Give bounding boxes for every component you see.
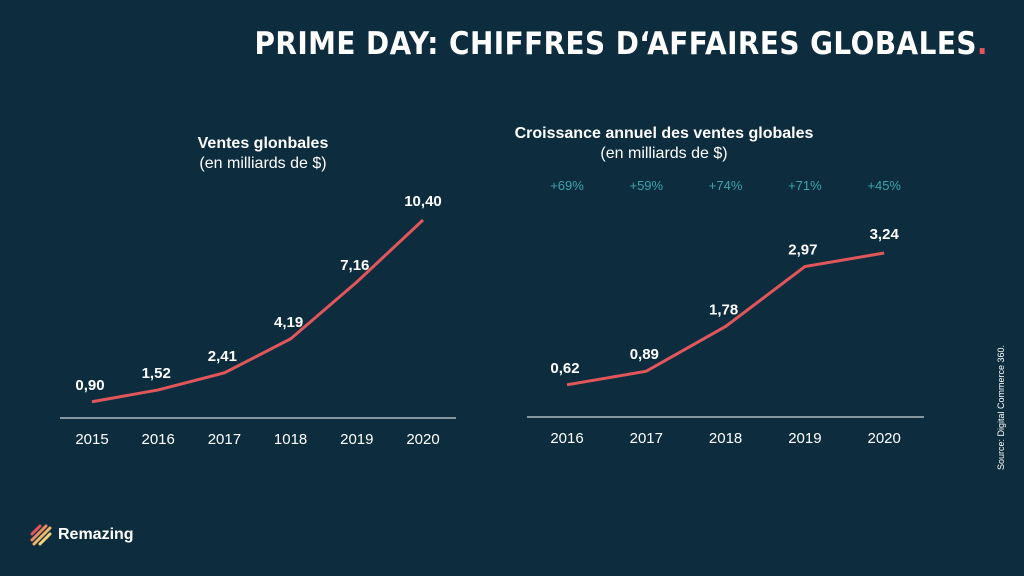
growth-annotation: +69% <box>550 178 584 193</box>
chart-subtitle: (en milliards de $) <box>600 145 727 162</box>
x-tick-label: 1018 <box>274 431 307 448</box>
growth-annotation: +71% <box>788 178 822 193</box>
data-label: 2,41 <box>208 348 237 365</box>
data-label: 3,24 <box>870 226 900 243</box>
logo: Remazing <box>30 524 134 546</box>
data-label: 4,19 <box>274 314 303 331</box>
x-tick-label: 2020 <box>406 431 439 448</box>
data-label: 1,78 <box>709 301 738 318</box>
data-label: 10,40 <box>404 193 442 210</box>
series-line <box>566 251 885 387</box>
data-label: 0,90 <box>75 377 104 394</box>
data-label: 0,62 <box>550 360 579 377</box>
logo-text: Remazing <box>58 526 134 543</box>
growth-annotation: +74% <box>709 178 743 193</box>
x-tick-label: 2015 <box>75 431 108 448</box>
x-tick-label: 2019 <box>788 430 821 447</box>
source-note: Source: Digital Commerce 360. <box>996 344 1006 470</box>
page-title: PRIME DAY: CHIFFRES D‘AFFAIRES GLOBALES. <box>254 26 988 62</box>
x-tick-label: 2020 <box>868 430 901 447</box>
logo-icon <box>30 524 52 546</box>
x-tick-label: 2017 <box>208 431 241 448</box>
growth-annotation: +45% <box>867 178 901 193</box>
data-label: 1,52 <box>142 365 171 382</box>
chart-title: Ventes glonbales <box>198 135 329 152</box>
x-tick-label: 2016 <box>550 430 583 447</box>
data-label: 7,16 <box>340 257 369 274</box>
x-tick-label: 2016 <box>142 431 175 448</box>
x-tick-label: 2018 <box>709 430 742 447</box>
growth-annotation: +59% <box>629 178 663 193</box>
series-line <box>91 218 425 404</box>
data-label: 2,97 <box>788 242 817 259</box>
data-label: 0,89 <box>630 346 659 363</box>
x-tick-label: 2017 <box>630 430 663 447</box>
x-tick-label: 2019 <box>340 431 373 448</box>
chart-title: Croissance annuel des ventes globales <box>515 125 814 142</box>
chart-subtitle: (en milliards de $) <box>199 155 326 172</box>
